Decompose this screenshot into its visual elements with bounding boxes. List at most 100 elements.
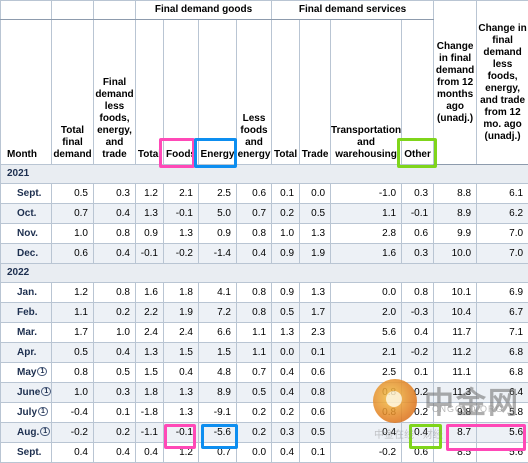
table-cell: 8.9: [434, 204, 477, 224]
table-cell: 0.5: [300, 204, 331, 224]
table-cell: 8.8: [434, 184, 477, 204]
table-cell: 0.6: [402, 224, 434, 244]
table-cell: 10.4: [434, 303, 477, 323]
table-cell: -1.4: [199, 244, 237, 264]
table-cell: 6.7: [477, 303, 528, 323]
table-cell: 0.9: [136, 224, 164, 244]
table-cell: 0.1: [94, 403, 136, 423]
table-cell: 5.6: [331, 323, 402, 343]
table-cell: -9.1: [199, 403, 237, 423]
table-cell: 0.2: [94, 303, 136, 323]
month-label: Jan.: [17, 287, 37, 298]
table-cell: 0.9: [272, 244, 300, 264]
table-cell: 0.8: [331, 403, 402, 423]
col-services-total: Total: [272, 20, 300, 165]
table-cell: 0.4: [164, 363, 199, 383]
year-row: 2022: [1, 264, 528, 283]
year-label: 2022: [1, 264, 528, 283]
month-cell: Feb.: [1, 303, 52, 323]
table-cell: 0.4: [402, 323, 434, 343]
month-cell: Jan.: [1, 283, 52, 303]
table-cell: 7.0: [477, 244, 528, 264]
table-cell: 9.8: [434, 403, 477, 423]
table-cell: 0.8: [237, 224, 272, 244]
table-cell: 0.0: [272, 343, 300, 363]
month-label: June: [17, 387, 40, 398]
table-cell: 0.4: [94, 244, 136, 264]
col-services-other: Other: [402, 20, 434, 165]
table-cell: 0.9: [199, 224, 237, 244]
table-cell: 4.1: [199, 283, 237, 303]
table-cell: 0.3: [272, 423, 300, 443]
month-label: Sept.: [17, 188, 41, 199]
table-cell: -0.1: [136, 244, 164, 264]
table-cell: 2.2: [136, 303, 164, 323]
table-cell: 0.6: [300, 363, 331, 383]
table-cell: 1.5: [164, 343, 199, 363]
table-cell: 1.0: [52, 224, 94, 244]
table-cell: 0.9: [272, 283, 300, 303]
table-cell: 1.3: [164, 383, 199, 403]
table-cell: 0.2: [272, 403, 300, 423]
table-cell: 4.8: [199, 363, 237, 383]
col-change-less-12m: Change in final demand less foods, energ…: [477, 1, 528, 165]
year-label: 2021: [1, 165, 528, 184]
table-cell: -0.1: [402, 204, 434, 224]
footnote-marker[interactable]: 1: [41, 387, 51, 396]
table-cell: 6.6: [199, 323, 237, 343]
table-cell: 1.3: [272, 323, 300, 343]
table-cell: 0.4: [331, 423, 402, 443]
table-cell: 11.1: [434, 363, 477, 383]
table-cell: 6.4: [477, 383, 528, 403]
table-cell: 0.4: [402, 423, 434, 443]
col-goods-foods: Foods: [164, 20, 199, 165]
table-cell: 1.3: [136, 343, 164, 363]
table-cell: 2.1: [164, 184, 199, 204]
month-cell: Oct.: [1, 204, 52, 224]
table-cell: 8.9: [199, 383, 237, 403]
table-cell: 1.1: [237, 343, 272, 363]
table-cell: -0.3: [402, 303, 434, 323]
table-cell: 0.4: [272, 363, 300, 383]
table-cell: 1.8: [136, 383, 164, 403]
table-cell: 2.4: [136, 323, 164, 343]
table-cell: -0.2: [402, 343, 434, 363]
footnote-marker[interactable]: 1: [37, 367, 47, 376]
month-label: Nov.: [17, 228, 38, 239]
col-services-transport: Transportation and warehousing: [331, 20, 402, 165]
table-cell: 0.7: [237, 363, 272, 383]
table-cell: 0.8: [402, 283, 434, 303]
table-cell: 6.9: [477, 283, 528, 303]
table-cell: 0.1: [300, 343, 331, 363]
table-cell: 0.2: [94, 423, 136, 443]
col-goods-energy: Energy: [199, 20, 237, 165]
table-cell: 1.8: [164, 283, 199, 303]
table-cell: 2.5: [331, 363, 402, 383]
footnote-marker[interactable]: 1: [38, 407, 48, 416]
table-cell: 0.6: [237, 184, 272, 204]
table-cell: 0.1: [272, 184, 300, 204]
table-cell: 1.0: [272, 224, 300, 244]
table-cell: 1.7: [300, 303, 331, 323]
table-cell: 0.6: [300, 403, 331, 423]
table-cell: 0.2: [272, 204, 300, 224]
table-cell: 1.9: [164, 303, 199, 323]
table-cell: 0.2: [237, 403, 272, 423]
table-cell: 1.6: [331, 244, 402, 264]
table-cell: 0.4: [237, 244, 272, 264]
table-cell: 0.4: [94, 204, 136, 224]
month-cell: Aug.1: [1, 423, 52, 443]
col-services-trade: Trade: [300, 20, 331, 165]
col-final-demand-less: Final demand less foods, energy, and tra…: [94, 20, 136, 165]
table-cell: 1.1: [52, 303, 94, 323]
table-cell: 1.0: [52, 383, 94, 403]
table-cell: 2.8: [331, 224, 402, 244]
footnote-marker[interactable]: 1: [40, 427, 50, 436]
